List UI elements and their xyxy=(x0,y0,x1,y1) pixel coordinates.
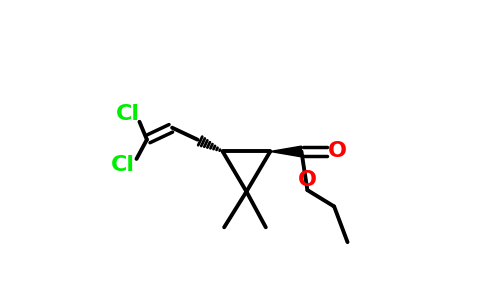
Text: Cl: Cl xyxy=(111,155,135,175)
Text: O: O xyxy=(328,142,347,161)
Text: Cl: Cl xyxy=(116,104,139,124)
Polygon shape xyxy=(270,146,302,157)
Text: O: O xyxy=(298,170,317,190)
